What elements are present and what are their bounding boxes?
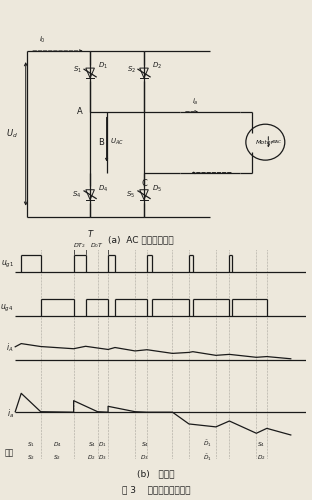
Text: $S_1$: $S_1$ [27, 440, 35, 449]
Text: $DT_2$: $DT_2$ [73, 242, 86, 250]
Text: $S_2$: $S_2$ [127, 65, 136, 76]
Text: $D_1$: $D_1$ [98, 61, 108, 71]
Text: $S_4$: $S_4$ [88, 440, 96, 449]
Text: 电流: 电流 [4, 449, 14, 458]
Text: $D_5$: $D_5$ [152, 184, 162, 194]
Text: $u_{g1}$: $u_{g1}$ [1, 259, 14, 270]
Text: $D_4$: $D_4$ [98, 184, 108, 194]
Text: (b)   波形图: (b) 波形图 [137, 470, 175, 478]
Text: C: C [141, 180, 147, 188]
Text: B: B [98, 138, 104, 146]
Text: $S_4$: $S_4$ [257, 440, 266, 449]
Text: $D_3$: $D_3$ [98, 453, 107, 462]
Text: $D_2$: $D_2$ [152, 61, 162, 71]
Text: $S_2$: $S_2$ [53, 453, 61, 462]
Text: A: A [77, 108, 83, 116]
Text: $D_2$: $D_2$ [87, 453, 96, 462]
Text: $D_3$: $D_3$ [140, 453, 149, 462]
Text: $D_2$: $D_2$ [257, 453, 266, 462]
Text: $S_4$: $S_4$ [72, 190, 82, 200]
Text: Motor: Motor [256, 140, 275, 144]
Text: $i_a$: $i_a$ [7, 408, 14, 420]
Text: $i_A$: $i_A$ [6, 342, 14, 354]
Text: $S_2$: $S_2$ [27, 453, 35, 462]
Text: $D_1$: $D_1$ [98, 440, 107, 449]
Text: $D_0T$: $D_0T$ [90, 242, 104, 250]
Text: $T$: $T$ [87, 228, 95, 239]
Text: $S_5$: $S_5$ [126, 190, 136, 200]
Text: $\bar{D}_1$: $\bar{D}_1$ [203, 453, 212, 463]
Text: $D_4$: $D_4$ [53, 440, 61, 449]
Text: $U_{AC}$: $U_{AC}$ [110, 137, 124, 147]
Text: $S_4$: $S_4$ [141, 440, 149, 449]
Text: $u_{g4}$: $u_{g4}$ [0, 303, 14, 314]
Text: 图 3    减速阶段工作过程: 图 3 减速阶段工作过程 [122, 485, 190, 494]
Text: $i_a$: $i_a$ [192, 96, 198, 107]
Text: $e_{AC}$: $e_{AC}$ [271, 138, 283, 146]
Text: $i_0$: $i_0$ [39, 35, 46, 45]
Text: $U_d$: $U_d$ [6, 128, 18, 140]
Text: (a)  AC 相导通示意图: (a) AC 相导通示意图 [108, 236, 174, 245]
Text: $S_1$: $S_1$ [73, 65, 82, 76]
Text: $\bar{D}_1$: $\bar{D}_1$ [203, 439, 212, 449]
